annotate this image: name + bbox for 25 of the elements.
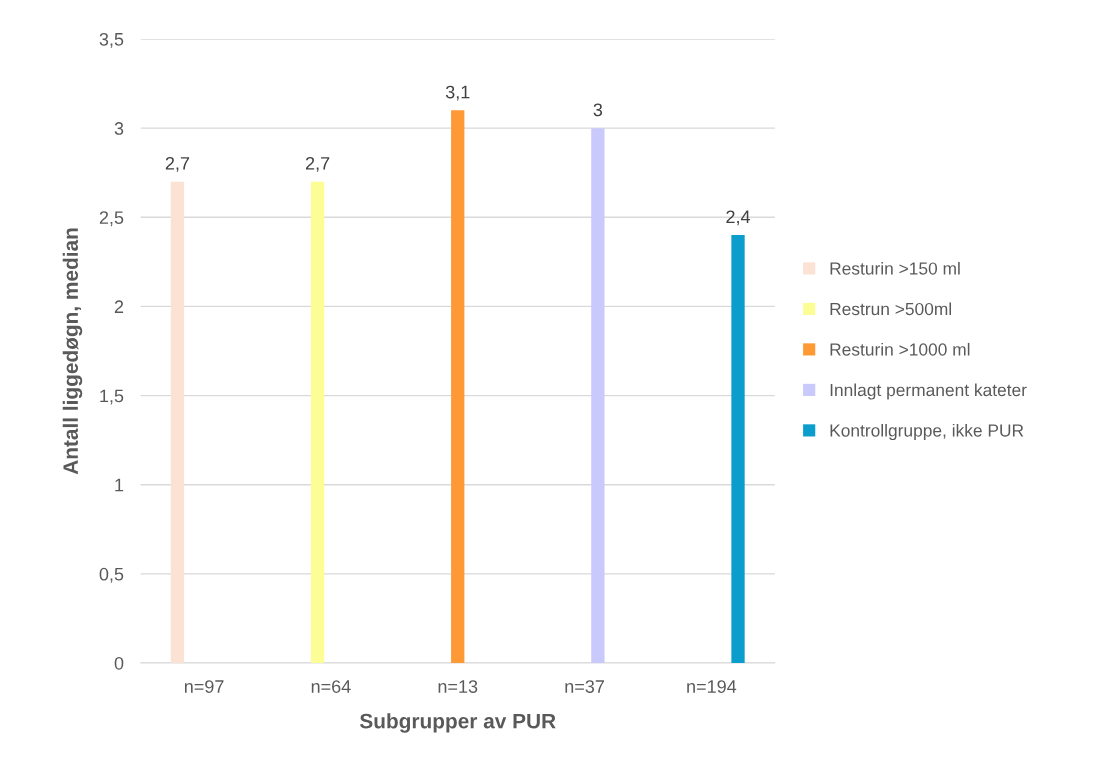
- x-tick-label: n=37: [565, 680, 604, 693]
- y-tick-label: 3: [114, 122, 124, 135]
- y-tick-label: 1,5: [100, 389, 124, 405]
- y-tick-label: 2: [114, 300, 124, 313]
- x-axis-title: Subgrupper av PUR: [359, 713, 556, 733]
- y-tick-label: 2,5: [99, 211, 124, 227]
- legend-label: Resturin >1000 ml: [830, 342, 970, 356]
- data-label: 2,7: [305, 156, 330, 172]
- legend-label: Innlagt permanent kateter: [830, 383, 1027, 400]
- y-tick-label: 3,5: [99, 32, 124, 48]
- x-tick-label: n=13: [438, 680, 478, 693]
- data-label: 3: [593, 103, 603, 117]
- legend-label: Restrun >500ml: [830, 302, 952, 316]
- legend-label: Resturin >150 ml: [830, 261, 960, 275]
- y-tick-label: 1: [115, 478, 124, 492]
- x-tick-label: n=194: [687, 680, 737, 693]
- y-tick-label: 0,5: [99, 567, 124, 583]
- x-tick-label: n=97: [184, 680, 224, 693]
- data-label: 2,7: [165, 156, 190, 172]
- data-label: 3,1: [445, 85, 470, 101]
- data-label: 2,4: [726, 210, 751, 226]
- x-tick-label: n=64: [311, 680, 351, 693]
- y-axis-title: Antall liggedøgn, median: [62, 228, 83, 475]
- y-tick-label: 0: [114, 656, 124, 670]
- legend-label: Kontrollgruppe, ikke PUR: [830, 423, 1024, 441]
